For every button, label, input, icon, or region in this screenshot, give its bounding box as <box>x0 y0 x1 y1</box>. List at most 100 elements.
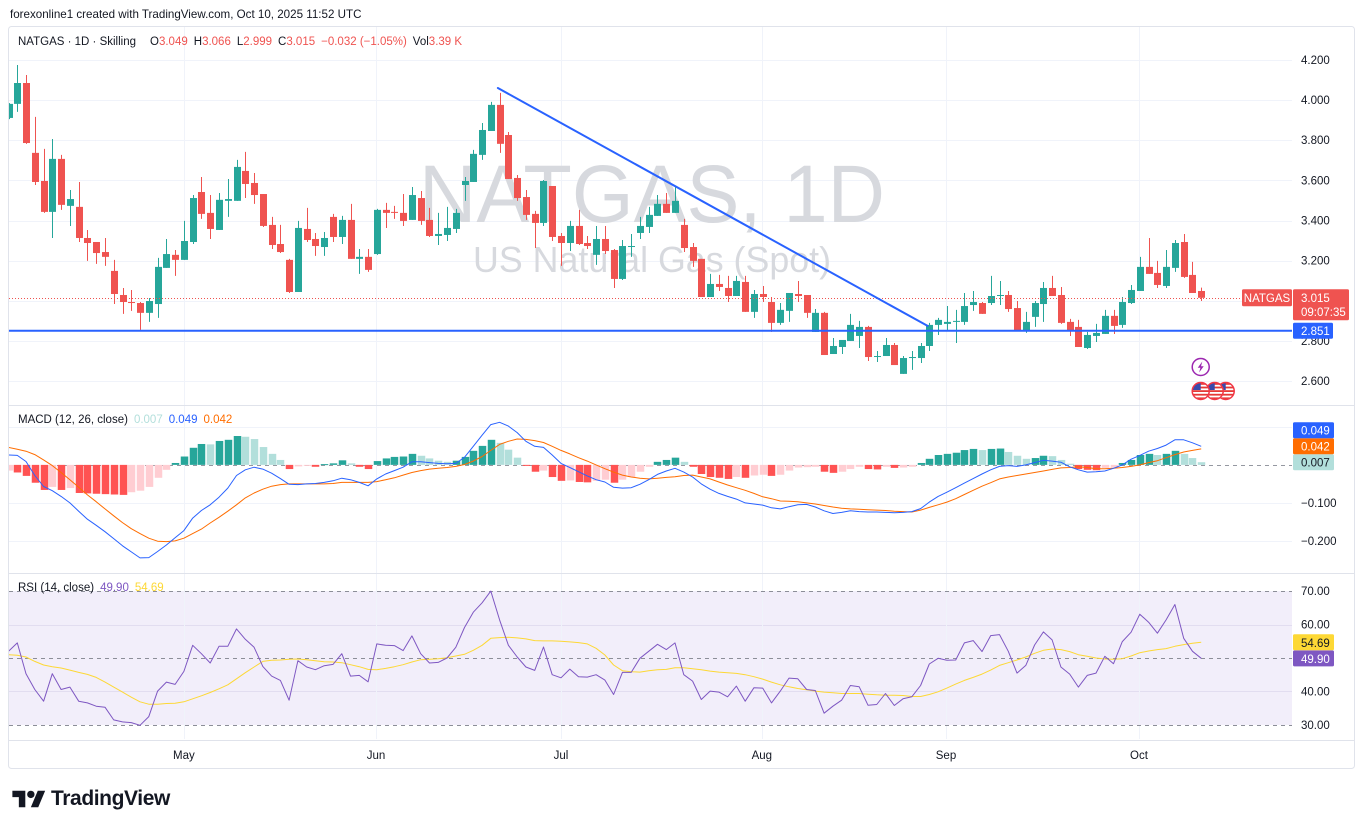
candle-down <box>768 297 775 332</box>
candle-body <box>1146 266 1153 274</box>
candle-up <box>567 220 574 252</box>
macd-histogram-bar <box>364 464 373 470</box>
candle-body <box>242 170 249 184</box>
flag-stripe <box>1192 390 1209 392</box>
candle-body <box>1111 315 1118 326</box>
candle-down <box>111 259 118 305</box>
candle-down <box>286 258 293 293</box>
candle-down <box>128 289 135 311</box>
candle-down <box>1181 233 1188 278</box>
candle-down <box>514 174 521 201</box>
us-flag-event-icon[interactable] <box>1191 381 1210 401</box>
candle-body <box>426 219 433 236</box>
candle-up <box>619 239 626 280</box>
candle-up <box>839 339 846 355</box>
candle-body <box>795 293 802 296</box>
rsi-ma-value-badge-text: 54.69 <box>1301 638 1330 650</box>
tradingview-logo-link[interactable]: TradingView <box>12 787 170 811</box>
candle-body <box>269 224 276 246</box>
macd-histogram-bar <box>680 461 689 465</box>
candle-body <box>1023 321 1030 331</box>
macd-histogram-bar <box>1171 450 1180 465</box>
lightning-event-icon[interactable] <box>1191 357 1210 377</box>
macd-histogram-bar <box>294 464 303 467</box>
candle-body <box>821 312 828 356</box>
flag-canton <box>1192 383 1201 390</box>
macd-histogram-bar <box>996 448 1005 465</box>
candle-down <box>505 131 512 179</box>
rsi-series <box>9 590 1292 726</box>
flag-border <box>1191 381 1210 401</box>
macd-histogram-bar <box>811 464 820 467</box>
candle-body <box>23 83 30 144</box>
symbol-title[interactable]: NATGAS · 1D · Skilling <box>18 36 137 48</box>
rsi-legend: RSI (14, close) 49.90 54.69 <box>18 581 164 595</box>
candle-down <box>558 232 565 266</box>
macd-histogram-bar <box>899 464 908 468</box>
us-flag-event-icon[interactable] <box>1205 381 1224 401</box>
macd-histogram-bar <box>978 450 987 465</box>
candle-up <box>970 290 977 311</box>
candle-body <box>365 256 372 270</box>
volume-label: Vol <box>412 36 429 48</box>
candle-down <box>576 209 583 246</box>
candle-up <box>1163 250 1170 288</box>
macd-histogram-bar <box>1162 453 1171 465</box>
candle-body <box>777 309 784 323</box>
candle-down <box>348 203 355 259</box>
macd-histogram-bar <box>934 455 943 465</box>
candle-body <box>181 240 188 260</box>
candle-up <box>67 190 74 226</box>
price-axis-label: 2.600 <box>1301 376 1330 388</box>
candle-up <box>49 139 56 238</box>
candle-body <box>190 198 197 242</box>
candle-body <box>847 324 854 341</box>
snapshot-attribution: forexonline1 created with TradingView.co… <box>10 8 362 21</box>
candle-body <box>444 227 451 235</box>
candle-up <box>847 313 854 341</box>
macd-histogram-bar <box>1004 451 1013 465</box>
macd-title[interactable]: MACD (12, 26, close) <box>18 414 128 426</box>
symbol-watermark: NATGAS, 1D US Natural Gas (Spot) <box>419 149 885 280</box>
candle-body <box>593 238 600 255</box>
macd-histogram-bar <box>338 460 347 465</box>
candle-body <box>479 129 486 155</box>
candle-body <box>654 203 661 216</box>
candle-down <box>532 210 539 249</box>
candle-body <box>891 344 898 366</box>
candle-body <box>1128 289 1135 304</box>
rsi-axis-label: 40.00 <box>1301 686 1330 698</box>
rsi-axis-label: 70.00 <box>1301 586 1330 598</box>
candle-body <box>41 180 48 212</box>
high-label: H <box>193 36 203 48</box>
macd-histogram-bar <box>689 464 698 467</box>
candle-down <box>277 224 284 254</box>
macd-histogram-bar <box>425 458 434 465</box>
time-axis-scale[interactable] <box>9 741 1354 768</box>
time-axis-label: Jul <box>554 750 569 762</box>
macd-histogram-bar <box>776 464 785 475</box>
price-axis-label: 4.000 <box>1301 95 1330 107</box>
rsi-value-badge-text: 49.90 <box>1301 654 1330 666</box>
candle-body <box>111 270 118 294</box>
macd-histogram-bar <box>303 464 312 466</box>
candle-body <box>198 192 205 214</box>
macd-histogram-bar <box>9 464 14 471</box>
macd-histogram-bar <box>592 464 601 481</box>
candle-body <box>505 135 512 179</box>
candle-body <box>1058 294 1065 323</box>
trend-line[interactable] <box>496 87 929 327</box>
candle-up <box>409 186 416 220</box>
macd-histogram-bar <box>838 464 847 472</box>
macd-pane[interactable] <box>9 406 1292 572</box>
candle-up <box>654 195 661 216</box>
macd-histogram-bar <box>531 464 540 472</box>
candle-down <box>418 191 425 225</box>
macd-histogram-bar <box>408 453 417 465</box>
candle-up <box>997 280 1004 306</box>
rsi-title[interactable]: RSI (14, close) <box>18 582 95 594</box>
macd-histogram-bar <box>697 464 706 474</box>
candle-body <box>1137 266 1144 291</box>
candle-body <box>1119 302 1126 325</box>
